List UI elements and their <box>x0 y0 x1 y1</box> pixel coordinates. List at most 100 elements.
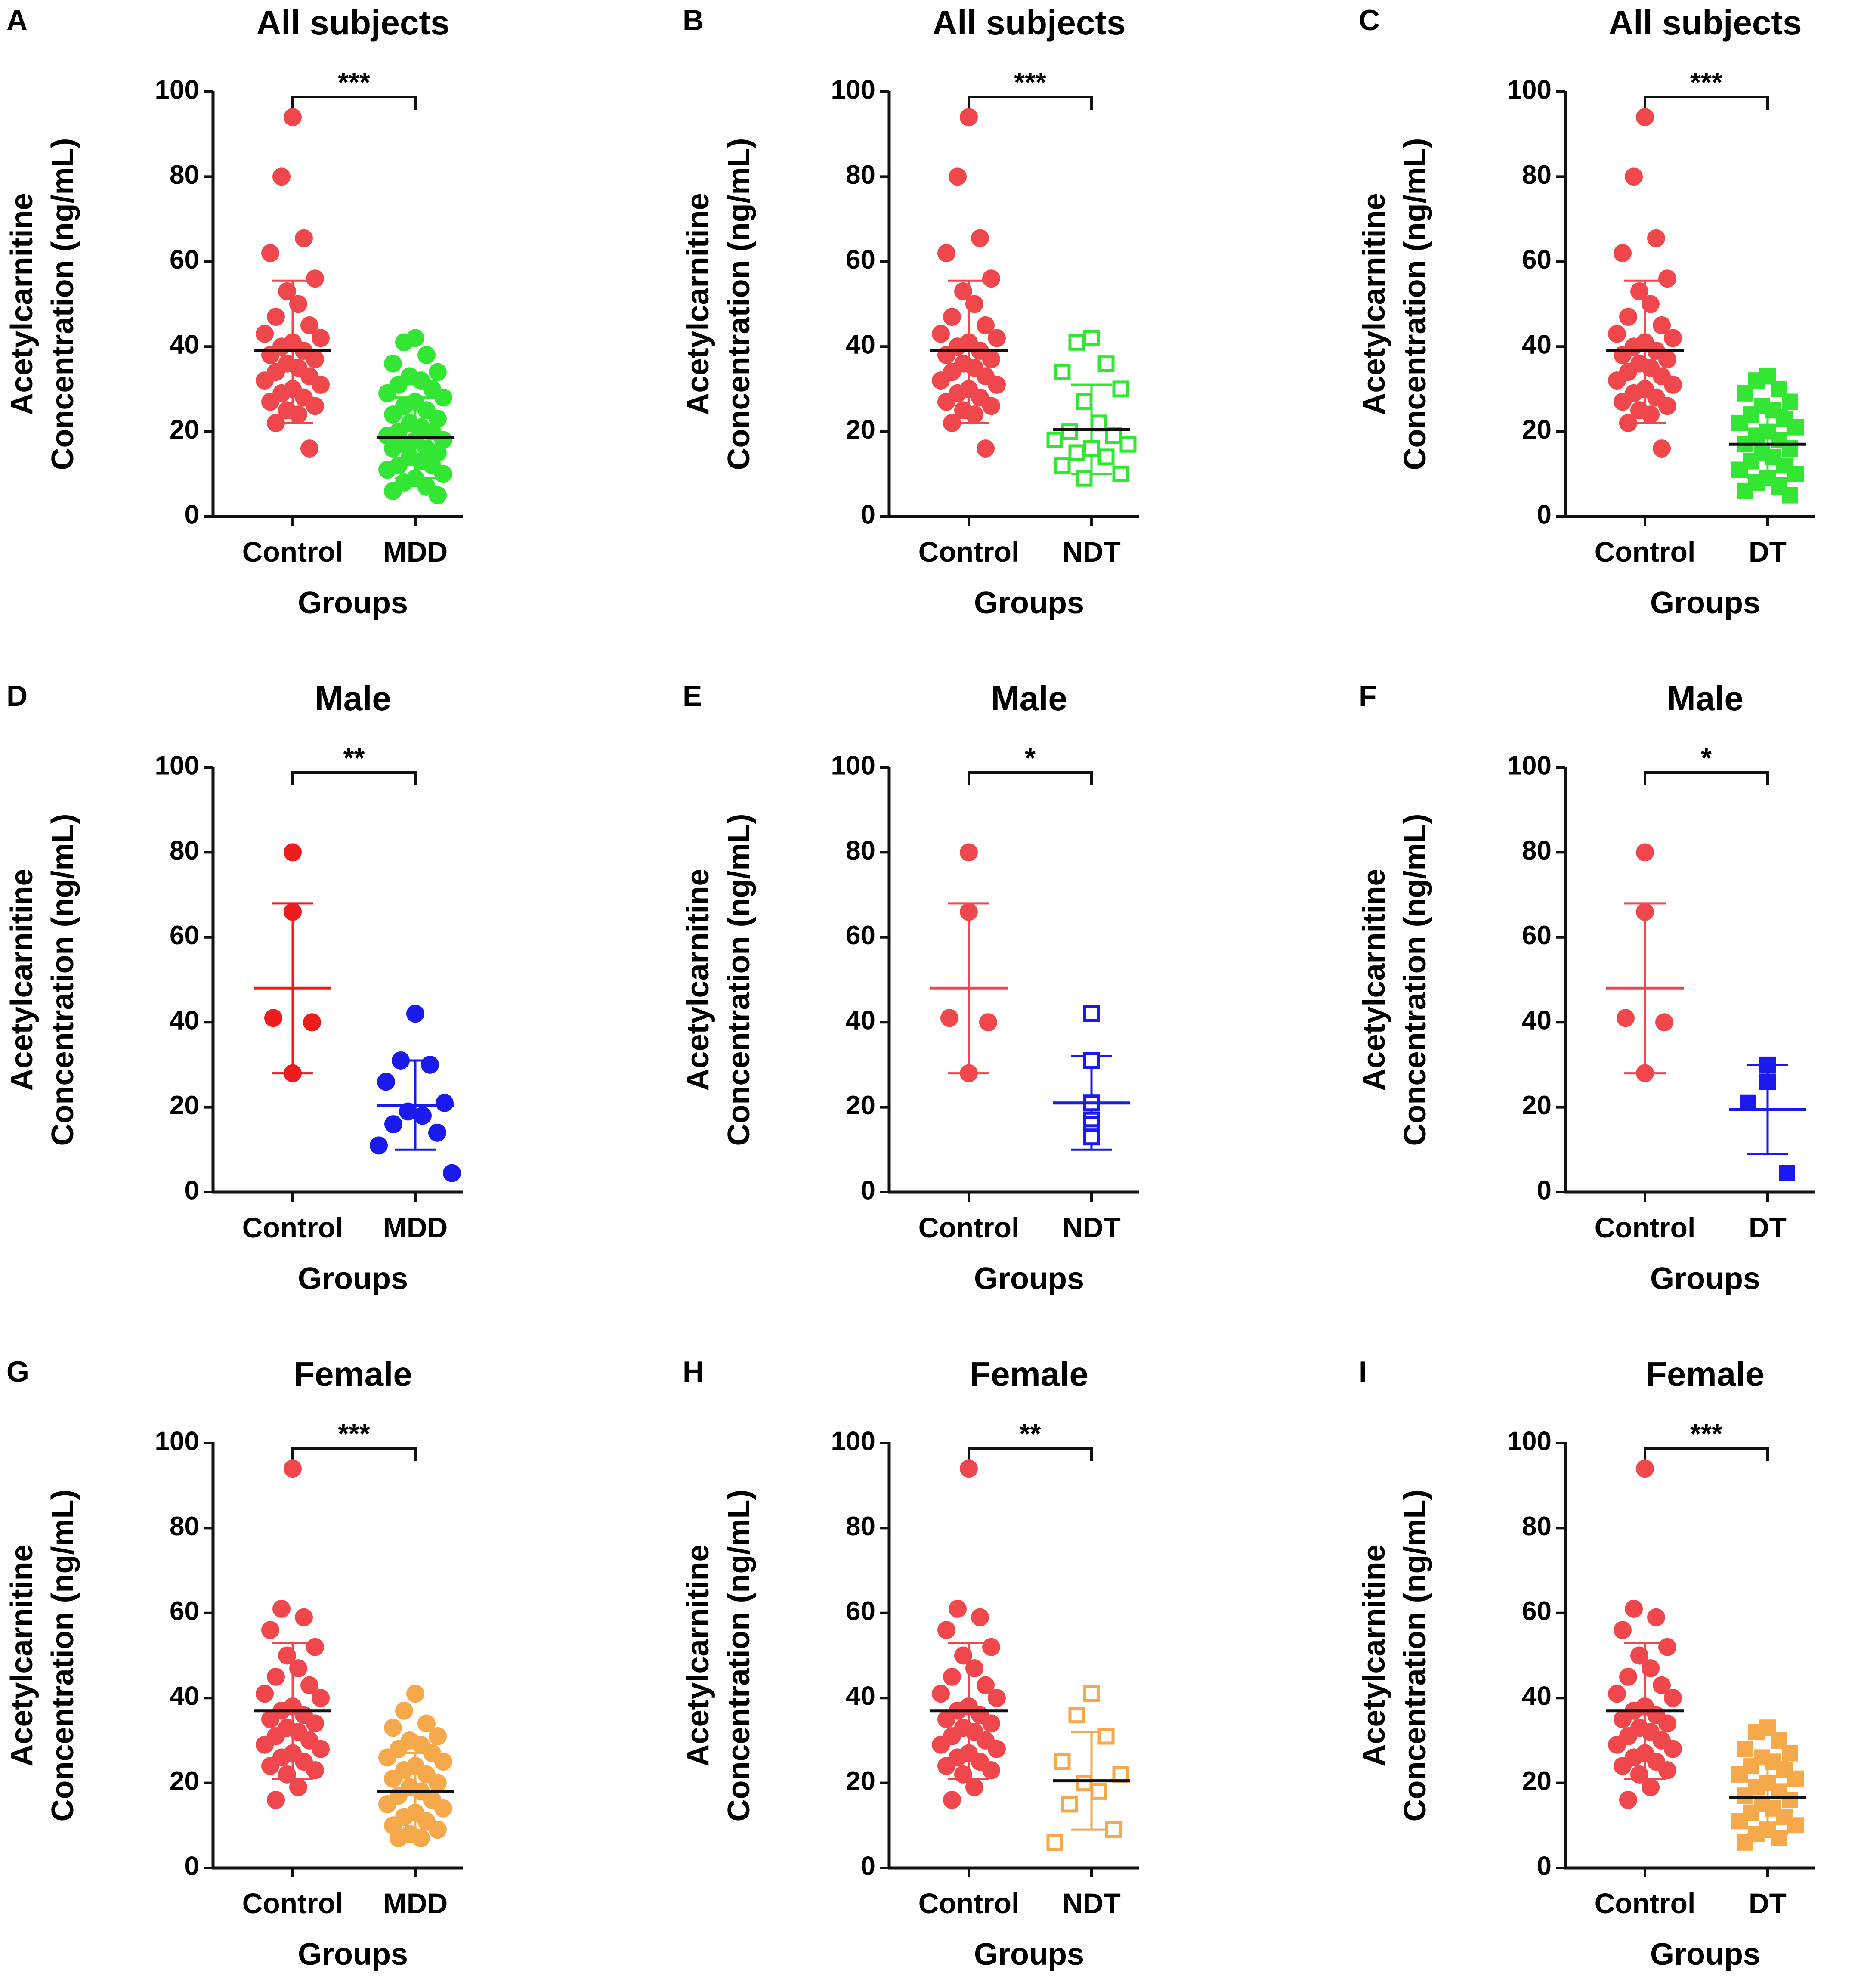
x-axis-title: Groups <box>974 1937 1084 1972</box>
data-point <box>1614 393 1632 411</box>
data-point <box>937 1621 955 1639</box>
data-point <box>429 1727 447 1746</box>
data-point <box>395 333 413 352</box>
x-category-label: MDD <box>383 536 448 568</box>
panel-title: Female <box>970 1355 1088 1393</box>
data-point <box>428 1123 446 1142</box>
panel-title: All subjects <box>1608 3 1802 42</box>
data-point <box>954 282 972 300</box>
data-point <box>256 371 274 390</box>
data-point <box>943 1791 961 1809</box>
data-point <box>982 350 1000 368</box>
data-point <box>1097 355 1115 372</box>
y-axis-title: Acetylcarnitine Concentration (ng/mL) <box>1357 138 1432 470</box>
significance-stars: *** <box>1690 1418 1722 1449</box>
y-tick-label: 60 <box>170 1596 199 1626</box>
data-point <box>1636 903 1654 921</box>
data-point <box>1614 1710 1632 1728</box>
data-point <box>417 1714 436 1733</box>
data-point <box>1076 470 1093 487</box>
x-axis-title: Groups <box>1650 1937 1760 1972</box>
y-tick-label: 40 <box>846 1006 875 1036</box>
significance-bracket <box>1644 771 1769 785</box>
y-tick-label: 40 <box>1522 1682 1552 1711</box>
data-point <box>1655 1013 1673 1032</box>
data-point <box>1771 1830 1787 1846</box>
data-point <box>1083 440 1100 457</box>
y-axis-title-line2: Concentration (ng/mL) <box>46 1490 80 1822</box>
data-point <box>954 1646 972 1665</box>
panel-letter: G <box>6 1355 29 1388</box>
data-point <box>434 465 452 483</box>
y-tick-label: 40 <box>846 330 875 360</box>
data-point <box>261 346 279 364</box>
data-point <box>1782 1792 1798 1809</box>
data-point <box>1608 325 1626 343</box>
x-category-label: Control <box>242 536 343 568</box>
data-point <box>1608 371 1626 390</box>
data-point <box>1731 461 1748 478</box>
y-tick-label: 100 <box>155 1426 199 1456</box>
y-tick-label: 0 <box>1537 500 1552 529</box>
data-point <box>1619 1791 1637 1809</box>
data-point <box>932 1685 950 1703</box>
y-tick-label: 0 <box>1537 1175 1552 1205</box>
panel-title: All subjects <box>256 3 449 42</box>
data-point <box>267 414 285 432</box>
y-tick-label: 80 <box>1522 1512 1552 1541</box>
data-point <box>960 843 978 862</box>
y-axis-title-line1: Acetylcarnitine <box>681 869 715 1091</box>
data-point <box>1664 376 1682 394</box>
y-tick-label: 20 <box>846 1091 875 1120</box>
data-point <box>1054 363 1071 380</box>
data-point <box>1608 1735 1626 1754</box>
data-point <box>417 346 436 364</box>
data-point <box>1787 1817 1804 1834</box>
y-tick-label: 0 <box>861 500 875 529</box>
y-axis-title: Acetylcarnitine Concentration (ng/mL) <box>5 138 80 470</box>
data-point <box>979 1013 997 1032</box>
data-point <box>1083 1685 1100 1702</box>
data-point <box>412 1829 430 1847</box>
data-point <box>1061 423 1078 440</box>
data-point <box>1782 487 1798 504</box>
data-point <box>1664 1689 1682 1707</box>
y-axis-title-line2: Concentration (ng/mL) <box>1398 1490 1432 1822</box>
panel-letter: H <box>683 1355 704 1388</box>
significance-stars: ** <box>343 742 365 773</box>
data-point <box>1653 439 1671 458</box>
data-point <box>960 903 978 921</box>
data-point <box>1647 229 1665 247</box>
data-point <box>937 1710 955 1728</box>
data-point <box>306 1714 324 1733</box>
data-point <box>1630 1765 1648 1784</box>
data-point <box>306 1761 324 1779</box>
x-axis-title: Groups <box>1650 586 1760 620</box>
x-category-label: NDT <box>1062 536 1121 568</box>
data-point <box>284 903 302 921</box>
y-axis-title: Acetylcarnitine Concentration (ng/mL) <box>681 138 756 470</box>
data-point <box>1658 350 1676 368</box>
data-point <box>988 1740 1006 1758</box>
data-point <box>1664 1740 1682 1758</box>
data-point <box>1731 1766 1748 1783</box>
y-tick-label: 100 <box>831 1426 875 1456</box>
data-point <box>278 1765 296 1784</box>
data-point <box>295 229 313 247</box>
data-point <box>977 1676 995 1694</box>
data-point <box>306 397 324 415</box>
data-point <box>1737 482 1753 499</box>
y-tick-label: 0 <box>861 1851 875 1881</box>
data-point <box>1642 1778 1660 1796</box>
panel-h: H Female Acetylcarnitine Concentration (ng/… <box>681 1355 1139 1972</box>
y-axis-title-line1: Acetylcarnitine <box>5 869 39 1091</box>
y-tick-label: 80 <box>1522 160 1552 190</box>
data-point <box>1658 397 1676 415</box>
data-point <box>261 1621 279 1639</box>
data-point <box>289 405 307 424</box>
data-point <box>1779 1165 1795 1181</box>
y-axis-title-line2: Concentration (ng/mL) <box>46 814 80 1146</box>
data-point <box>1636 1064 1654 1082</box>
y-tick-label: 0 <box>185 1175 199 1205</box>
data-point <box>300 439 318 458</box>
